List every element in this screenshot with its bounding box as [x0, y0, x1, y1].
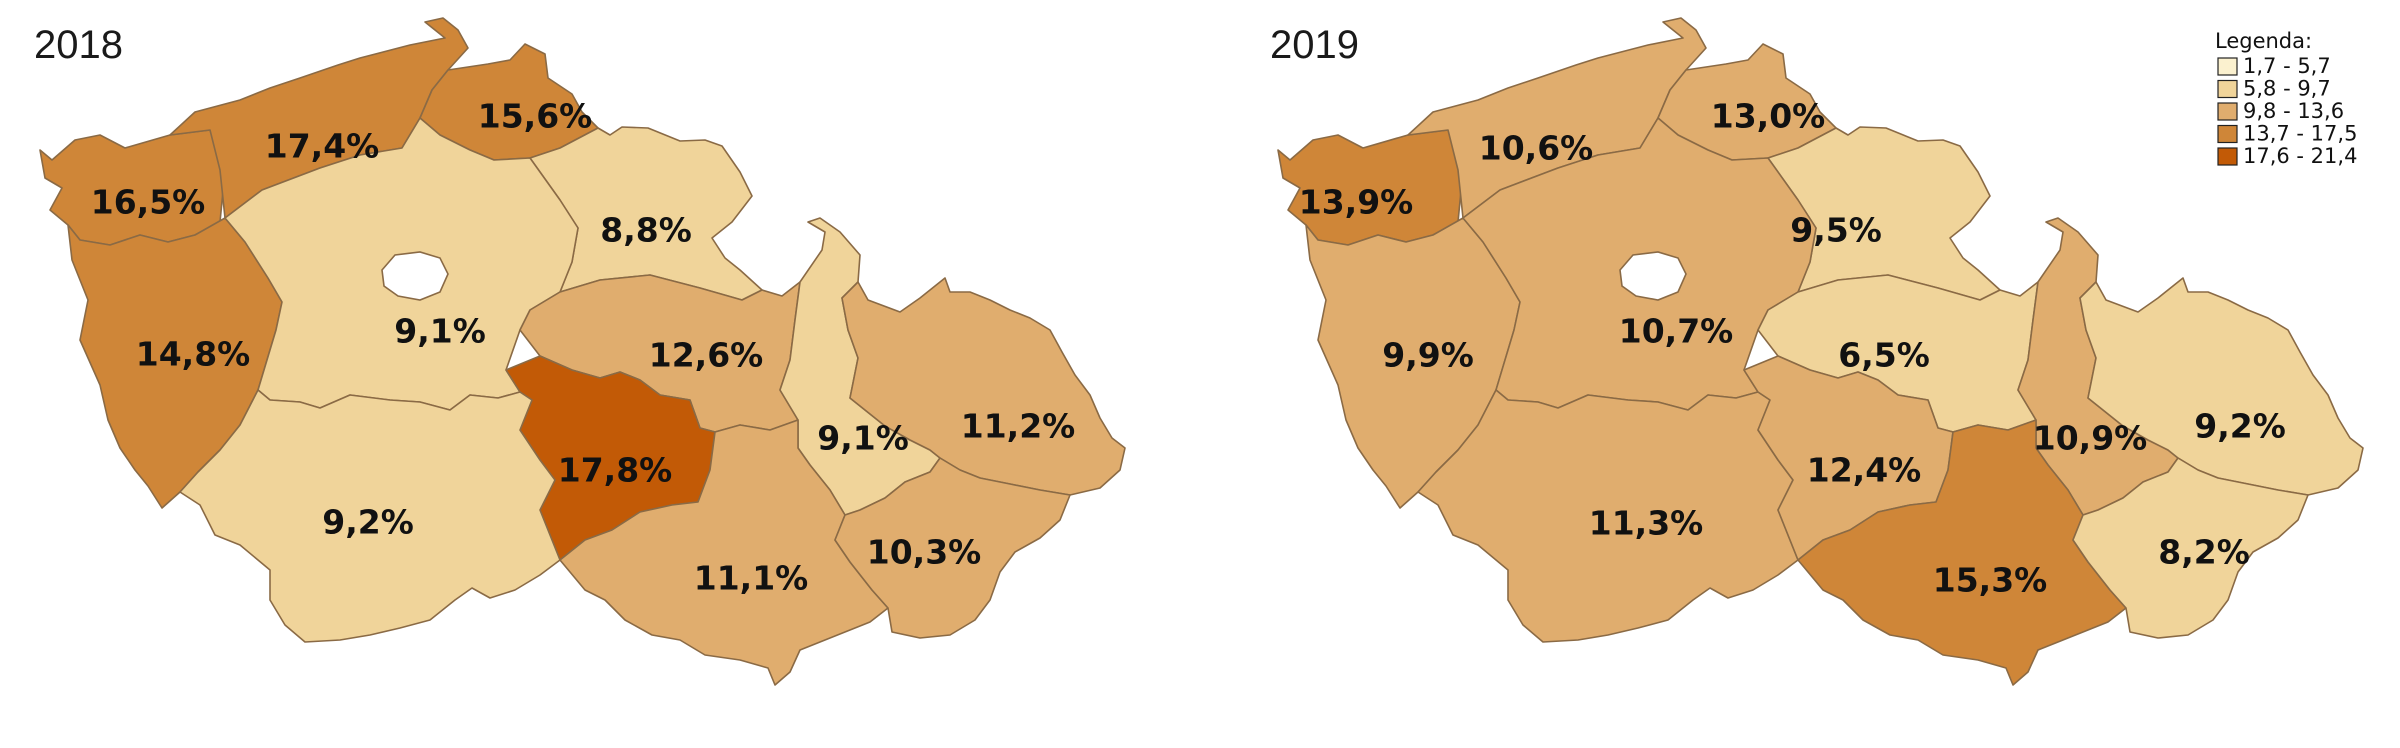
region-value-jihocesky: 11,3% [1589, 504, 1704, 543]
region-value-karlovarsky: 16,5% [91, 183, 206, 222]
region-labels-2018: 16,5% 17,4% 15,6% 8,8% 14,8% 9,1% 12,6% 17,8% 9,… [91, 97, 1076, 598]
legend-label: 1,7 - 5,7 [2243, 54, 2331, 78]
legend-label: 9,8 - 13,6 [2243, 99, 2344, 123]
region-value-plzensky: 14,8% [136, 335, 251, 374]
region-value-moravskoslezsky: 9,2% [2194, 407, 2286, 446]
legend-swatch [2217, 102, 2238, 121]
region-value-stredocesky: 10,7% [1619, 312, 1734, 351]
region-praha [381, 251, 449, 301]
map-2019: 2019 13,9% 10,6% 13,0% 9,5% 9,9% 10,7% 6,5% 10,… [1270, 17, 2364, 686]
region-value-kralovehradecky: 9,5% [1790, 211, 1882, 250]
legend-label: 5,8 - 9,7 [2243, 77, 2331, 101]
region-value-zlinsky: 10,3% [867, 533, 982, 572]
region-value-stredocesky: 9,1% [394, 312, 486, 351]
region-zlinsky [834, 457, 1071, 639]
legend-swatch [2217, 124, 2238, 144]
region-zlinsky [2072, 457, 2309, 639]
region-value-plzensky: 9,9% [1382, 336, 1474, 375]
legend-label: 17,6 - 21,4 [2243, 144, 2357, 168]
region-value-jihomoravsky: 11,1% [694, 559, 809, 598]
region-value-liberecky: 15,6% [478, 97, 593, 136]
region-moravskoslezsky [841, 277, 1126, 496]
region-value-olomoucky: 9,1% [817, 419, 909, 458]
region-value-pardubicky: 12,6% [649, 336, 764, 375]
legend-title: Legenda: [2215, 29, 2312, 53]
region-value-vysocina: 17,8% [558, 451, 673, 490]
year-title-2018: 2018 [34, 23, 123, 67]
legend-swatch [2217, 147, 2238, 166]
region-value-moravskoslezsky: 11,2% [961, 407, 1076, 446]
region-value-olomoucky: 10,9% [2033, 419, 2148, 458]
regions-2019 [1277, 17, 2364, 686]
legend-swatch [2217, 79, 2238, 99]
legend: Legenda: 1,7 - 5,75,8 - 9,79,8 - 13,613,… [2215, 29, 2357, 168]
map-2018: 2018 16,5% 17,4% 15,6% 8,8% 14,8% 9,1% 12,6% 17… [34, 17, 1126, 686]
year-title-2019: 2019 [1270, 23, 1359, 67]
region-value-pardubicky: 6,5% [1838, 336, 1930, 375]
region-value-kralovehradecky: 8,8% [600, 211, 692, 250]
region-value-karlovarsky: 13,9% [1299, 183, 1414, 222]
region-value-zlinsky: 8,2% [2158, 533, 2250, 572]
regions-2018 [39, 17, 1126, 686]
legend-swatch [2217, 57, 2238, 76]
legend-label: 13,7 - 17,5 [2243, 122, 2357, 146]
region-value-vysocina: 12,4% [1807, 451, 1922, 490]
region-labels-2019: 13,9% 10,6% 13,0% 9,5% 9,9% 10,7% 6,5% 10,9% 9,2… [1299, 97, 2286, 600]
region-value-jihocesky: 9,2% [322, 503, 414, 542]
region-value-ustecky: 10,6% [1479, 129, 1594, 168]
region-value-ustecky: 17,4% [265, 127, 380, 166]
region-praha [1619, 251, 1687, 301]
region-jihocesky [179, 389, 561, 643]
region-value-liberecky: 13,0% [1711, 97, 1826, 136]
region-moravskoslezsky [2079, 277, 2364, 496]
region-value-jihomoravsky: 15,3% [1933, 561, 2048, 600]
region-jihocesky [1417, 389, 1799, 643]
